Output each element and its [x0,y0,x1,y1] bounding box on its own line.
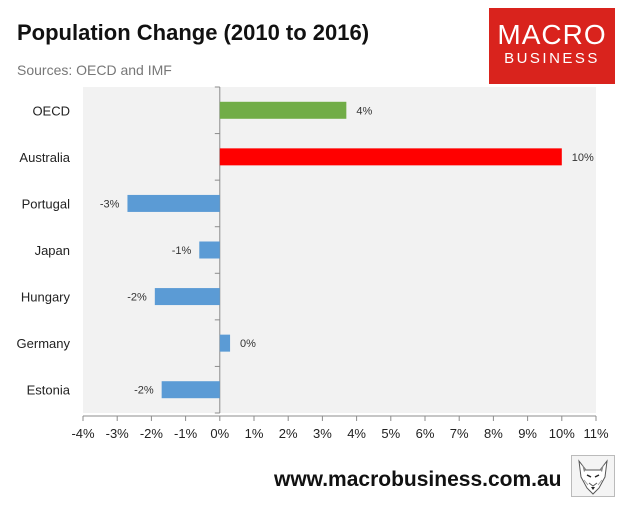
category-label: Hungary [21,290,71,305]
website-url[interactable]: www.macrobusiness.com.au [274,468,562,491]
category-label: Japan [35,243,70,258]
bar [219,148,562,166]
bar [161,381,220,399]
data-label: -2% [127,292,147,304]
x-tick-label: 7% [450,426,469,441]
population-change-chart: -4% -3% -2% -1% 0% 1% 2% 3% 4% 5% 6% 7% 8% 9% 10% 11% OE… [17,86,609,441]
x-tick-label: 1% [245,426,264,441]
bar [154,288,220,306]
category-label: OECD [32,103,70,118]
category-label: Germany [17,336,71,351]
bar [127,194,220,212]
data-label: 0% [240,338,256,350]
data-label: 10% [572,152,594,164]
data-label: -2% [134,385,154,397]
chart-title: Population Change (2010 to 2016) [17,20,370,45]
bar [219,334,231,352]
plot-area [83,87,596,413]
logo-line-1: MACRO [497,19,607,50]
x-tick-label: 3% [313,426,332,441]
x-tick-label: -4% [71,426,95,441]
chart-subtitle: Sources: OECD and IMF [17,62,172,78]
category-label: Portugal [22,196,71,211]
data-label: 4% [356,105,372,117]
x-tick-label: 2% [279,426,298,441]
logo-line-2: BUSINESS [504,50,600,67]
wolf-icon [571,455,615,497]
bar [199,241,220,259]
x-tick-label: 10% [549,426,575,441]
data-label: -1% [172,245,192,257]
x-tick-label: -1% [174,426,198,441]
macrobusiness-logo: MACRO BUSINESS [489,8,615,84]
x-tick-label: 5% [381,426,400,441]
x-tick-label: 8% [484,426,503,441]
x-tick-label: 6% [416,426,435,441]
bar [219,101,347,119]
category-label: Estonia [27,383,71,398]
x-tick-label: 4% [347,426,366,441]
x-tick-label: 9% [518,426,537,441]
data-label: -3% [100,198,120,210]
x-tick-label: 0% [210,426,229,441]
x-tick-label: -3% [106,426,130,441]
x-tick-label: -2% [140,426,164,441]
x-tick-label: 11% [583,426,608,441]
category-label: Australia [19,150,70,165]
